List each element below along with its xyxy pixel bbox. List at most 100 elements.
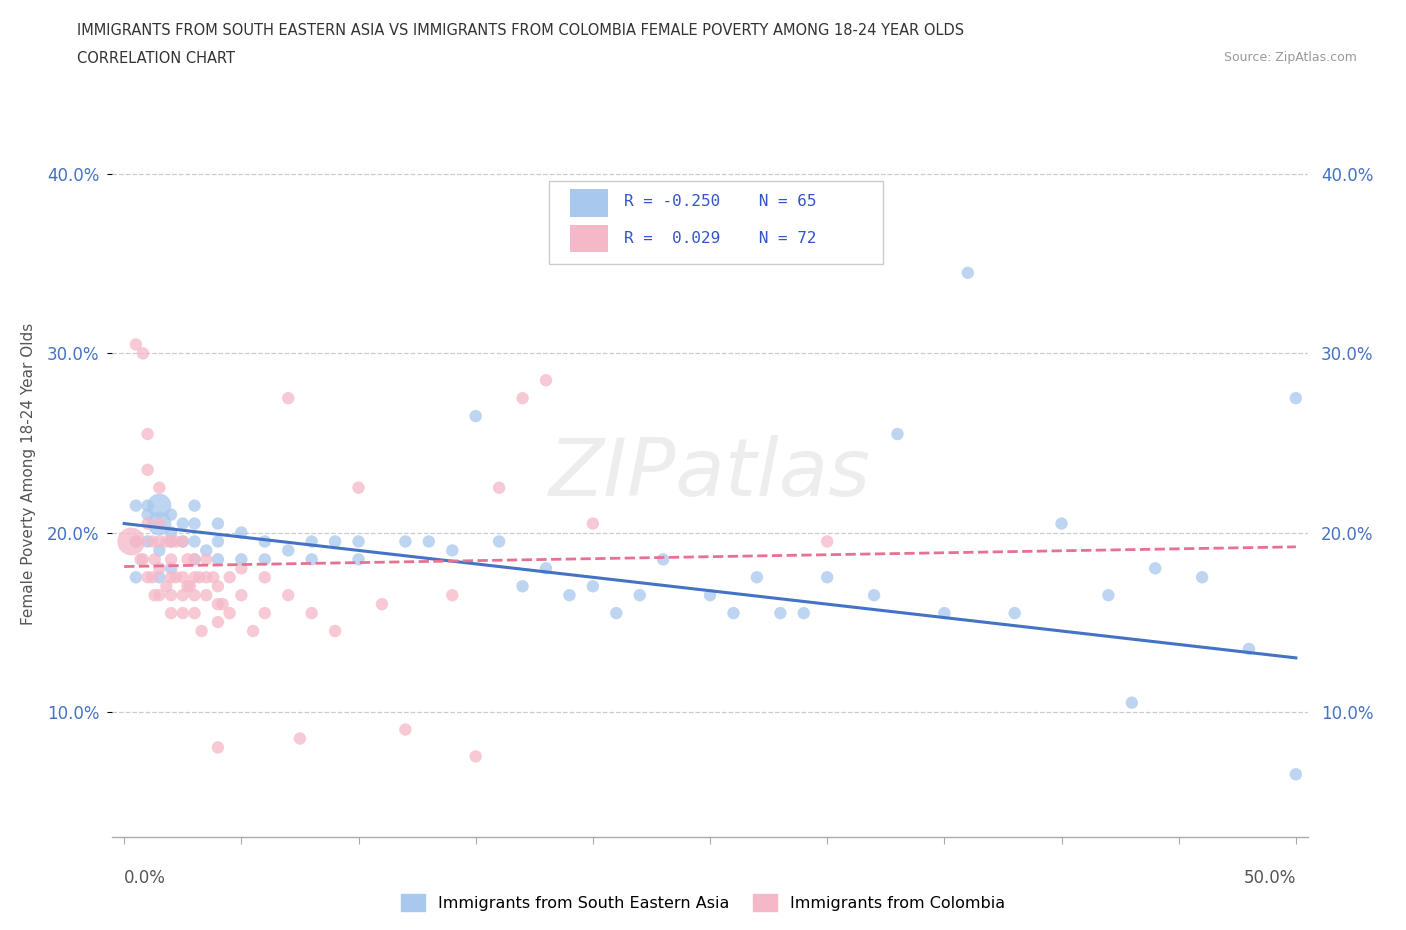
Point xyxy=(179,578,201,593)
Point xyxy=(211,597,233,612)
Point xyxy=(534,373,557,388)
Point xyxy=(136,570,159,585)
Point xyxy=(183,551,205,566)
Point xyxy=(488,534,510,549)
Point xyxy=(176,578,198,593)
Point xyxy=(288,731,311,746)
Point xyxy=(141,534,163,549)
Point xyxy=(172,605,194,620)
Point xyxy=(136,534,159,549)
Point xyxy=(371,597,394,612)
Point xyxy=(202,570,225,585)
Point xyxy=(218,605,240,620)
Point xyxy=(863,588,886,603)
Point xyxy=(323,624,346,639)
Point xyxy=(441,543,464,558)
Point xyxy=(165,570,187,585)
Point xyxy=(347,534,370,549)
Point xyxy=(183,588,205,603)
Point xyxy=(394,534,416,549)
Point xyxy=(136,507,159,522)
Point xyxy=(277,588,299,603)
Point xyxy=(347,551,370,566)
Point xyxy=(160,534,183,549)
Point xyxy=(172,588,194,603)
Point xyxy=(534,561,557,576)
Point xyxy=(155,578,177,593)
Point xyxy=(207,740,229,755)
Point xyxy=(605,605,627,620)
Text: R =  0.029    N = 72: R = 0.029 N = 72 xyxy=(624,231,817,246)
Point xyxy=(136,462,159,477)
Point xyxy=(815,570,838,585)
Point xyxy=(1237,642,1260,657)
Point xyxy=(148,498,170,513)
Bar xyxy=(548,180,883,264)
Point xyxy=(148,516,170,531)
Point xyxy=(1144,561,1167,576)
Point xyxy=(815,534,838,549)
Point xyxy=(218,570,240,585)
Point xyxy=(207,578,229,593)
Point xyxy=(277,391,299,405)
Point xyxy=(143,588,166,603)
Point xyxy=(956,265,979,280)
Point xyxy=(277,543,299,558)
Point xyxy=(132,551,155,566)
Point xyxy=(136,516,159,531)
Point xyxy=(699,588,721,603)
Point xyxy=(207,551,229,566)
Point xyxy=(793,605,815,620)
Point xyxy=(148,543,170,558)
Point xyxy=(172,534,194,549)
Point xyxy=(190,624,212,639)
Point xyxy=(125,337,148,352)
Point xyxy=(628,588,651,603)
Point xyxy=(183,551,205,566)
Point xyxy=(207,597,229,612)
Point xyxy=(183,498,205,513)
Point xyxy=(129,551,152,566)
Point xyxy=(183,570,205,585)
Point xyxy=(323,534,346,549)
Point xyxy=(172,534,194,549)
Point xyxy=(231,588,253,603)
Point xyxy=(160,551,183,566)
Text: ZIPatlas: ZIPatlas xyxy=(548,435,872,513)
Point xyxy=(160,588,183,603)
Point xyxy=(183,516,205,531)
Point xyxy=(231,561,253,576)
Point xyxy=(176,551,198,566)
Point xyxy=(464,408,486,423)
Point xyxy=(148,570,170,585)
Point xyxy=(512,578,534,593)
Text: 50.0%: 50.0% xyxy=(1243,870,1296,887)
Point xyxy=(160,570,183,585)
Point xyxy=(136,427,159,442)
Point xyxy=(120,534,142,549)
Point xyxy=(231,525,253,540)
Point xyxy=(207,516,229,531)
Point xyxy=(141,570,163,585)
Point xyxy=(441,588,464,603)
Text: R = -0.250    N = 65: R = -0.250 N = 65 xyxy=(624,194,817,209)
Point xyxy=(195,570,218,585)
Point xyxy=(253,605,276,620)
Point xyxy=(148,588,170,603)
Point xyxy=(582,516,605,531)
Point xyxy=(148,480,170,495)
Point xyxy=(195,588,218,603)
Point xyxy=(242,624,264,639)
Point xyxy=(769,605,792,620)
Text: CORRELATION CHART: CORRELATION CHART xyxy=(77,51,235,66)
Point xyxy=(125,570,148,585)
Text: 0.0%: 0.0% xyxy=(124,870,166,887)
Point xyxy=(1097,588,1119,603)
Point xyxy=(172,516,194,531)
Point xyxy=(1004,605,1026,620)
Point xyxy=(1285,767,1308,782)
Bar xyxy=(571,225,609,252)
Point xyxy=(488,480,510,495)
Text: Source: ZipAtlas.com: Source: ZipAtlas.com xyxy=(1223,51,1357,64)
Point xyxy=(160,525,183,540)
